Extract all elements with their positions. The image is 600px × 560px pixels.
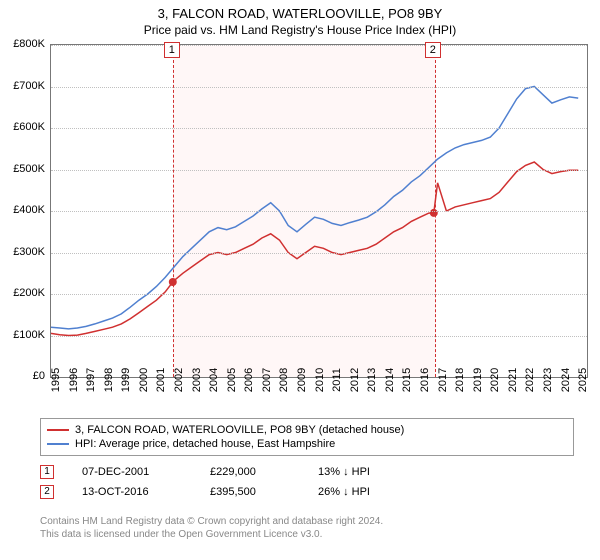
line-series [51,162,578,336]
xtick-label: 2001 [155,368,167,392]
ytick-label: £0 [5,370,45,382]
xtick-label: 2007 [261,368,273,392]
xtick-label: 2003 [191,368,203,392]
xtick-label: 1999 [120,368,132,392]
gridline-h [51,294,587,295]
xtick-label: 2011 [331,368,343,392]
xtick-label: 2004 [208,368,220,392]
ytick-label: £600K [5,121,45,133]
ytick-label: £100K [5,329,45,341]
legend: 3, FALCON ROAD, WATERLOOVILLE, PO8 9BY (… [40,418,574,456]
ytick-label: £200K [5,287,45,299]
xtick-label: 2017 [437,368,449,392]
xtick-label: 1997 [85,368,97,392]
xtick-label: 2022 [524,368,536,392]
xtick-label: 2013 [366,368,378,392]
chart-container: 3, FALCON ROAD, WATERLOOVILLE, PO8 9BY P… [0,0,600,560]
ytick-label: £500K [5,163,45,175]
sale-date: 13-OCT-2016 [82,486,182,498]
xtick-label: 1998 [103,368,115,392]
gridline-h [51,128,587,129]
footnote: Contains HM Land Registry data © Crown c… [40,515,570,541]
footnote-line: Contains HM Land Registry data © Crown c… [40,516,383,527]
xtick-label: 2024 [560,368,572,392]
sale-marker-icon: 1 [164,42,180,58]
xtick-label: 2020 [489,368,501,392]
chart-subtitle: Price paid vs. HM Land Registry's House … [0,21,600,41]
xtick-label: 2015 [401,368,413,392]
xtick-label: 2008 [278,368,290,392]
footnote-line: This data is licensed under the Open Gov… [40,529,322,540]
sale-price: £395,500 [210,486,290,498]
xtick-label: 2002 [173,368,185,392]
xtick-label: 2018 [454,368,466,392]
sale-marker-icon: 2 [425,42,441,58]
ytick-label: £700K [5,80,45,92]
gridline-h [51,170,587,171]
ytick-label: £800K [5,38,45,50]
xtick-label: 1996 [68,368,80,392]
legend-label: 3, FALCON ROAD, WATERLOOVILLE, PO8 9BY (… [75,424,404,436]
xtick-label: 2000 [138,368,150,392]
legend-swatch-hpi [47,443,69,445]
chart-title: 3, FALCON ROAD, WATERLOOVILLE, PO8 9BY [0,0,600,21]
sales-row: 2 13-OCT-2016 £395,500 26% ↓ HPI [40,482,408,502]
sale-diff: 13% ↓ HPI [318,466,408,478]
ytick-label: £400K [5,204,45,216]
xtick-label: 2016 [419,368,431,392]
sale-marker-icon: 2 [40,485,54,499]
legend-swatch-property [47,429,69,431]
sales-table: 1 07-DEC-2001 £229,000 13% ↓ HPI 2 13-OC… [40,462,408,502]
xtick-label: 2005 [226,368,238,392]
xtick-label: 2014 [384,368,396,392]
ytick-label: £300K [5,246,45,258]
plot-area [50,44,588,378]
sale-date: 07-DEC-2001 [82,466,182,478]
legend-item: HPI: Average price, detached house, East… [47,437,567,451]
legend-label: HPI: Average price, detached house, East… [75,438,335,450]
gridline-h [51,45,587,46]
xtick-label: 2010 [314,368,326,392]
xtick-label: 2012 [349,368,361,392]
xtick-label: 2021 [507,368,519,392]
legend-item: 3, FALCON ROAD, WATERLOOVILLE, PO8 9BY (… [47,423,567,437]
gridline-h [51,336,587,337]
sales-row: 1 07-DEC-2001 £229,000 13% ↓ HPI [40,462,408,482]
xtick-label: 2025 [577,368,589,392]
sale-marker-icon: 1 [40,465,54,479]
line-series [51,87,578,329]
xtick-label: 2019 [472,368,484,392]
xtick-label: 2023 [542,368,554,392]
sale-price: £229,000 [210,466,290,478]
gridline-h [51,211,587,212]
xtick-label: 1995 [50,368,62,392]
gridline-h [51,87,587,88]
sale-point-icon [169,278,177,286]
xtick-label: 2009 [296,368,308,392]
sale-diff: 26% ↓ HPI [318,486,408,498]
gridline-h [51,253,587,254]
xtick-label: 2006 [243,368,255,392]
